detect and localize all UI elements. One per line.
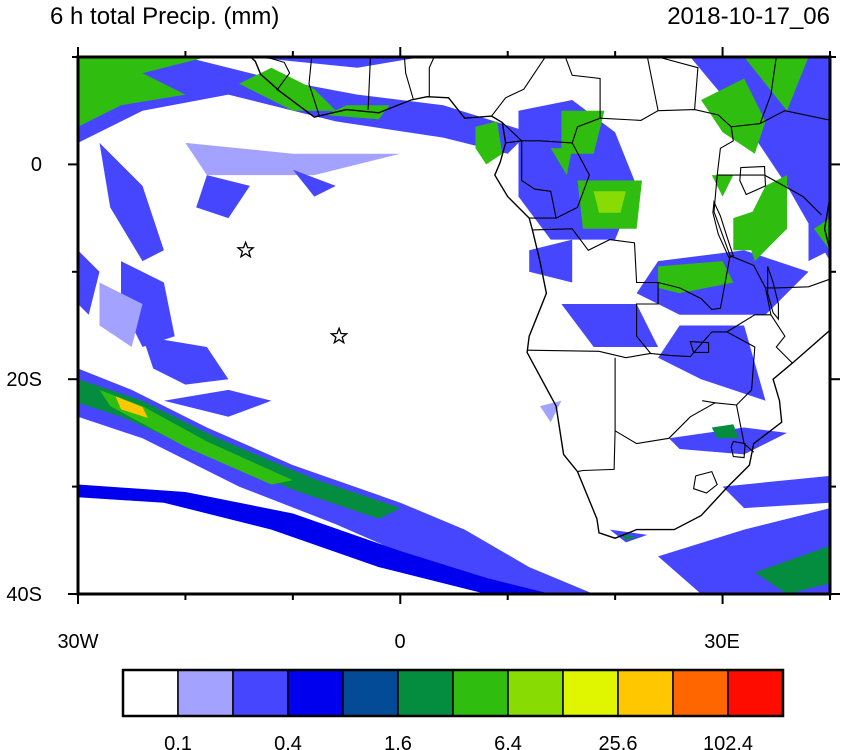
colorbar-swatch	[617, 669, 674, 717]
precip-area	[711, 424, 739, 439]
country-border	[505, 140, 557, 219]
precip-area	[78, 379, 401, 519]
precipitation-field	[78, 57, 830, 594]
map-datetime: 2018-10-17_06	[667, 3, 830, 30]
country-border	[265, 57, 291, 91]
star-marker-icon	[236, 240, 255, 259]
country-border	[646, 57, 659, 111]
country-border	[564, 57, 601, 119]
precip-area	[78, 57, 207, 127]
country-border	[713, 175, 731, 256]
colorbar-swatch	[177, 669, 234, 717]
colorbar-label: 0.1	[164, 733, 192, 750]
precip-area	[185, 142, 401, 176]
colorbar-swatch	[562, 669, 619, 717]
country-border	[527, 349, 672, 359]
y-tick-label-40s: 40S	[6, 584, 42, 606]
colorbar-swatch	[397, 669, 454, 717]
precip-area	[325, 105, 390, 120]
lake-outline	[689, 341, 710, 353]
colorbar-swatch	[507, 669, 564, 717]
colorbar-swatch	[672, 669, 729, 717]
colorbar-swatch	[232, 669, 289, 717]
precip-area	[701, 78, 766, 154]
precip-area	[78, 484, 551, 594]
map-title: 6 h total Precip. (mm)	[50, 3, 279, 30]
x-tick-label-30e: 30E	[704, 631, 740, 653]
precip-area	[115, 396, 148, 418]
precip-area	[561, 304, 659, 347]
country-border	[657, 57, 699, 110]
eswatini-border	[730, 440, 746, 459]
country-border	[367, 57, 371, 110]
x-tick-label-0: 0	[394, 631, 405, 653]
precip-area	[658, 325, 766, 401]
country-border	[403, 57, 414, 100]
country-border	[770, 314, 793, 364]
map-area	[78, 57, 830, 594]
precip-area	[78, 368, 594, 594]
precip-area	[99, 142, 164, 262]
colorbar-label: 102.4	[703, 733, 753, 750]
y-tick-label-20s: 20S	[6, 369, 42, 391]
country-border	[759, 57, 777, 124]
country-border	[428, 57, 435, 97]
precip-area	[550, 148, 573, 176]
colorbar-frame	[121, 668, 785, 718]
lake-outline	[739, 165, 767, 196]
colorbar-label: 6.4	[494, 733, 522, 750]
country-border	[765, 278, 830, 289]
precip-area	[744, 57, 809, 111]
colorbar-label: 1.6	[384, 733, 412, 750]
precip-area	[78, 250, 100, 315]
country-border	[614, 402, 755, 453]
colorbar-swatch	[342, 669, 399, 717]
colorbar-label: 25.6	[599, 733, 638, 750]
coastline	[249, 57, 830, 539]
coastlines-and-borders	[249, 57, 830, 539]
x-tick-label-30w: 30W	[57, 631, 98, 653]
y-tick-label-0: 0	[31, 154, 42, 176]
lake-outline	[767, 266, 779, 321]
precip-area	[658, 261, 734, 294]
precip-area	[529, 239, 573, 283]
colorbar	[121, 668, 785, 718]
precip-area	[475, 121, 503, 165]
colorbar-swatch	[727, 669, 784, 717]
precip-area	[196, 175, 250, 219]
country-border	[532, 228, 659, 354]
map-frame	[76, 55, 832, 596]
precip-area	[142, 336, 229, 385]
colorbar-swatch	[122, 669, 179, 717]
precip-area	[292, 169, 336, 197]
station-markers	[236, 240, 349, 345]
precip-area	[754, 545, 830, 594]
precip-area	[744, 175, 787, 262]
country-border	[308, 57, 321, 118]
star-marker-icon	[329, 326, 349, 345]
colorbar-label: 0.4	[274, 733, 302, 750]
precip-area	[99, 282, 143, 347]
precip-area	[813, 218, 830, 251]
precip-area	[99, 389, 293, 485]
axis-ticks	[68, 47, 840, 604]
colorbar-swatch	[287, 669, 344, 717]
precip-area	[249, 57, 422, 68]
country-border	[491, 57, 547, 117]
precip-area	[722, 475, 830, 509]
precip-area	[668, 427, 787, 455]
lake-outline	[712, 199, 734, 259]
lesotho-border	[692, 470, 718, 494]
precip-area	[620, 533, 637, 541]
country-border	[555, 142, 591, 219]
precip-area	[239, 67, 336, 111]
precip-area	[163, 389, 272, 417]
country-border	[702, 400, 716, 404]
precip-area	[690, 57, 830, 262]
precip-area	[593, 191, 626, 213]
country-border	[577, 357, 616, 473]
colorbar-swatch	[452, 669, 509, 717]
